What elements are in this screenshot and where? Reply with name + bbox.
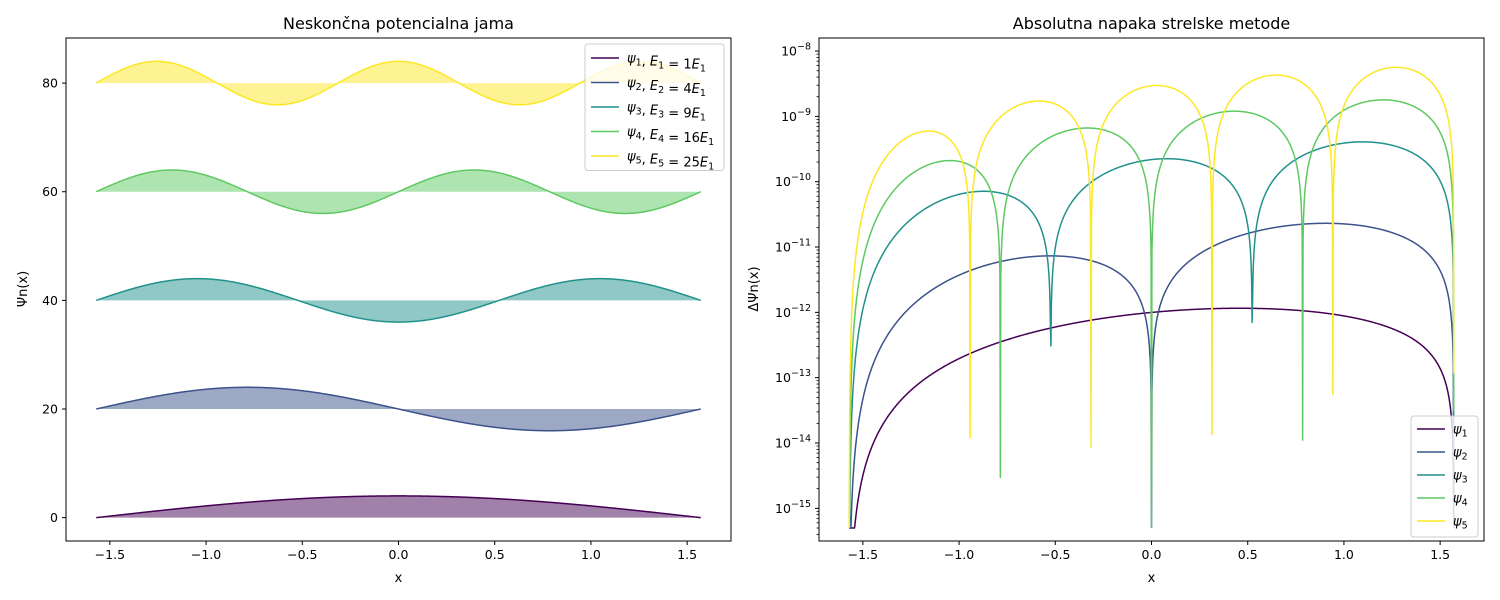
left-y-axis: 0 20 40 60 80 [42,76,66,525]
left-x-tick-label: 0.0 [389,547,409,562]
left-x-tick-label: −1.5 [95,547,125,562]
right-y-tick-label: 10−8 [781,42,811,59]
right-legend: ψ1 ψ2 ψ3 ψ4 ψ5 [1410,415,1479,538]
left-legend-label: ψ2, E2 = 4E1 [627,76,706,99]
series-line-psi1 [96,495,701,519]
left-x-tick-label: 1.5 [677,547,697,562]
right-y-tick-label: 10−9 [781,107,811,124]
right-legend-label: ψ2 [1453,446,1468,463]
left-legend-label: ψ3, E3 = 9E1 [627,101,706,124]
right-legend-label: ψ1 [1453,423,1468,440]
left-legend-label: ψ1, E1 = 1E1 [627,52,706,75]
right-y-axis: 10−15 10−14 10−13 10−12 10−11 10−10 10−9 10−8 [775,42,819,535]
right-x-tick-label: 1.0 [1334,547,1354,562]
right-y-tick-label: 10−13 [775,368,811,385]
right-y-tick-label: 10−11 [775,238,811,255]
fill-area-psi5 [96,61,701,105]
right-x-tick-label: 1.5 [1430,547,1450,562]
fill-area-psi3 [96,278,701,323]
right-x-tick-label: −1.5 [848,547,878,562]
left-series-lines [95,60,702,519]
left-y-axis-label: Ψn(x) [16,271,31,307]
left-x-axis: −1.5 −1.0 −0.5 0.0 0.5 1.0 1.5 [95,541,697,562]
right-y-tick-label: 10−10 [775,172,811,189]
right-y-tick-label: 10−14 [775,434,811,451]
left-x-tick-label: −1.0 [191,547,221,562]
right-x-axis-label: x [1148,571,1156,586]
right-y-axis-label-text: ΔΨn(x) [747,266,762,311]
right-x-tick-label: 0.0 [1142,547,1162,562]
series-line-psi4 [95,169,702,215]
right-y-tick-label: 10−12 [775,303,811,320]
right-legend-label: ψ5 [1453,515,1468,532]
left-legend-label: ψ5, E5 = 25E1 [627,150,714,173]
error-line-psi5 [848,66,1455,528]
error-line-psi3 [848,141,1455,529]
right-x-tick-label: −0.5 [1040,547,1070,562]
left-x-axis-label: x [395,571,403,586]
left-y-tick-label: 80 [42,76,58,91]
left-legend-box [584,43,725,171]
right-legend-box [1410,415,1479,538]
left-x-tick-label: −0.5 [287,547,317,562]
wavefunction-panel: Neskončna potencialna jama −1.5 −1.0 −0.5 0… [16,14,732,586]
right-legend-label: ψ4 [1453,492,1468,509]
left-x-tick-label: 0.5 [485,547,505,562]
fill-area-psi1 [96,495,701,518]
right-x-axis: −1.5 −1.0 −0.5 0.0 0.5 1.0 1.5 [848,541,1450,562]
right-y-axis-label: ΔΨn(x) [747,266,762,311]
right-x-tick-label: 0.5 [1238,547,1258,562]
left-y-tick-label: 40 [42,293,58,308]
fill-area-psi2 [96,387,701,431]
right-chart-title: Absolutna napaka strelske metode [1013,14,1290,33]
left-y-tick-label: 20 [42,402,58,417]
left-legend-label: ψ4, E4 = 16E1 [627,125,714,148]
error-line-psi4 [848,99,1455,528]
error-panel: Absolutna napaka strelske metode −1.5 −1.… [747,14,1485,586]
left-x-tick-label: 1.0 [581,547,601,562]
series-line-psi2 [96,386,701,432]
fill-area-psi4 [96,170,701,214]
right-x-tick-label: −1.0 [944,547,974,562]
left-chart-title: Neskončna potencialna jama [283,14,514,33]
right-y-tick-label: 10−15 [775,499,811,516]
left-y-tick-label: 60 [42,184,58,199]
series-line-psi3 [95,277,702,323]
right-series-lines [848,66,1455,529]
left-y-axis-label-text: Ψn(x) [16,271,31,307]
left-y-tick-label: 0 [50,510,58,525]
right-legend-label: ψ3 [1453,469,1468,486]
left-fill-areas [96,61,701,518]
